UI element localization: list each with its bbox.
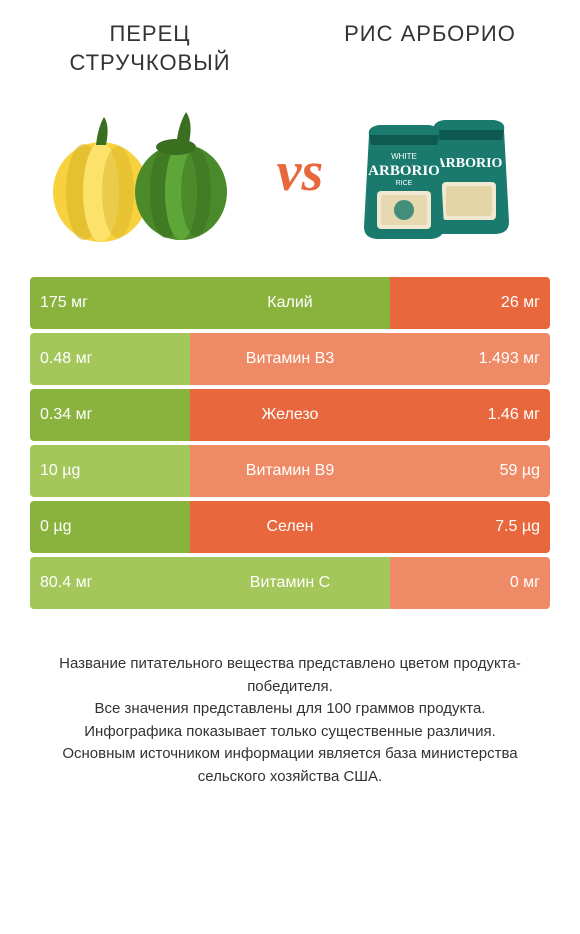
cell-left-value: 0.48 мг <box>30 333 190 385</box>
table-row: 0 µgСелен7.5 µg <box>30 501 550 553</box>
cell-left-value: 10 µg <box>30 445 190 497</box>
cell-right-value: 1.46 мг <box>390 389 550 441</box>
cell-nutrient-name: Витамин B9 <box>190 445 390 497</box>
footer-line: Все значения представлены для 100 граммо… <box>30 698 550 721</box>
cell-nutrient-name: Железо <box>190 389 390 441</box>
svg-text:WHITE: WHITE <box>392 152 418 161</box>
cell-left-value: 175 мг <box>30 277 190 329</box>
table-row: 0.48 мгВитамин B31.493 мг <box>30 333 550 385</box>
cell-right-value: 0 мг <box>390 557 550 609</box>
cell-nutrient-name: Витамин C <box>190 557 390 609</box>
cell-left-value: 80.4 мг <box>30 557 190 609</box>
cell-nutrient-name: Селен <box>190 501 390 553</box>
cell-right-value: 59 µg <box>390 445 550 497</box>
pepper-image <box>46 97 246 247</box>
footer-text: Название питательного вещества представл… <box>0 613 580 788</box>
vs-label: vs <box>277 140 324 204</box>
svg-text:ARBORIO: ARBORIO <box>436 156 503 171</box>
rice-icon: ARBORIO WHITE ARBORIO RICE <box>354 102 534 242</box>
comparison-table: 175 мгКалий26 мг0.48 мгВитамин B31.493 м… <box>0 277 580 609</box>
svg-text:RICE: RICE <box>396 180 413 187</box>
svg-text:ARBORIO: ARBORIO <box>369 163 441 179</box>
cell-nutrient-name: Калий <box>190 277 390 329</box>
pepper-icon <box>46 97 246 247</box>
footer-line: Название питательного вещества представл… <box>30 653 550 698</box>
images-row: vs ARBORIO WHITE ARBORIO RICE <box>0 77 580 277</box>
header: ПЕРЕЦ СТРУЧКОВЫЙ РИС АРБОРИО <box>0 20 580 77</box>
footer-line: Основным источником информации является … <box>30 743 550 788</box>
cell-left-value: 0 µg <box>30 501 190 553</box>
rice-image: ARBORIO WHITE ARBORIO RICE <box>354 102 534 242</box>
title-right: РИС АРБОРИО <box>320 20 540 49</box>
footer-line: Инфографика показывает только существенн… <box>30 721 550 744</box>
cell-nutrient-name: Витамин B3 <box>190 333 390 385</box>
title-left: ПЕРЕЦ СТРУЧКОВЫЙ <box>40 20 260 77</box>
cell-left-value: 0.34 мг <box>30 389 190 441</box>
cell-right-value: 26 мг <box>390 277 550 329</box>
table-row: 175 мгКалий26 мг <box>30 277 550 329</box>
table-row: 10 µgВитамин B959 µg <box>30 445 550 497</box>
infographic-container: ПЕРЕЦ СТРУЧКОВЫЙ РИС АРБОРИО vs <box>0 0 580 934</box>
table-row: 80.4 мгВитамин C0 мг <box>30 557 550 609</box>
cell-right-value: 7.5 µg <box>390 501 550 553</box>
cell-right-value: 1.493 мг <box>390 333 550 385</box>
table-row: 0.34 мгЖелезо1.46 мг <box>30 389 550 441</box>
